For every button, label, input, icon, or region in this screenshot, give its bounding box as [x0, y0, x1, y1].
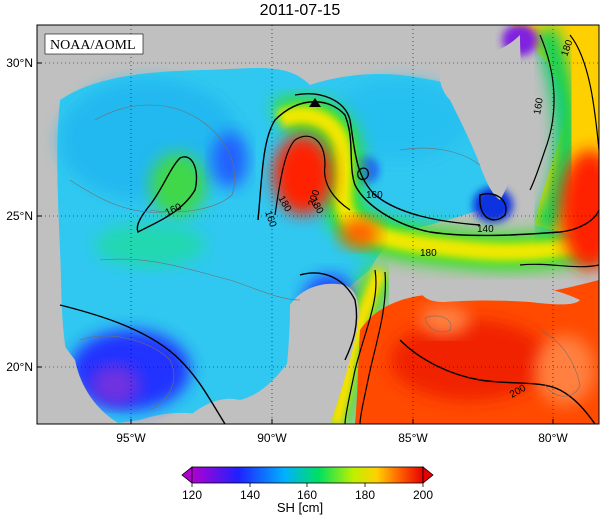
- colorbar-tick-label: 140: [240, 488, 260, 502]
- lat-tick-label: 20°N: [6, 360, 33, 374]
- colorbar-bar: [191, 466, 424, 484]
- cuba-land: [420, 280, 580, 305]
- map-frame: [36, 24, 600, 425]
- contour-lines: [59, 34, 599, 424]
- credit-text: NOAA/AOML: [50, 38, 136, 53]
- gulf-water: [57, 68, 599, 424]
- map-plot-area: 180 160 160 160 180 200 160 140 180 180 …: [37, 25, 599, 424]
- colorbar-high-arrow-icon: [422, 466, 434, 484]
- contour-label: 160: [366, 190, 383, 201]
- colorbar-low-arrow-icon: [181, 466, 193, 484]
- colorbar-tick-label: 160: [297, 488, 317, 502]
- colorbar-tick-label: 200: [413, 488, 433, 502]
- yucatan-land: [280, 283, 359, 424]
- colorbar-tick-label: 180: [355, 488, 375, 502]
- lat-tick-label: 25°N: [6, 209, 33, 223]
- colorbar: 120 140 160 180 200: [181, 466, 434, 502]
- contour-label: 160: [532, 97, 546, 116]
- lon-tick-label: 80°W: [538, 431, 568, 445]
- frame-ticks: [37, 62, 554, 424]
- florida-land: [439, 35, 523, 200]
- lat-tick-label: 30°N: [6, 56, 33, 70]
- contour-label: 180: [420, 248, 437, 259]
- lon-tick-label: 85°W: [398, 431, 428, 445]
- contour-label: 140: [477, 224, 494, 235]
- lon-tick-label: 95°W: [116, 431, 146, 445]
- colorbar-title: SH [cm]: [276, 500, 324, 515]
- credit-box: NOAA/AOML: [44, 33, 144, 55]
- graticule: [37, 25, 599, 424]
- caribbean-water: [355, 280, 599, 424]
- lon-tick-label: 90°W: [257, 431, 287, 445]
- map-title: 2011-07-15: [259, 2, 341, 19]
- colorbar-tick-label: 120: [182, 488, 202, 502]
- triangle-marker-icon: [309, 98, 321, 107]
